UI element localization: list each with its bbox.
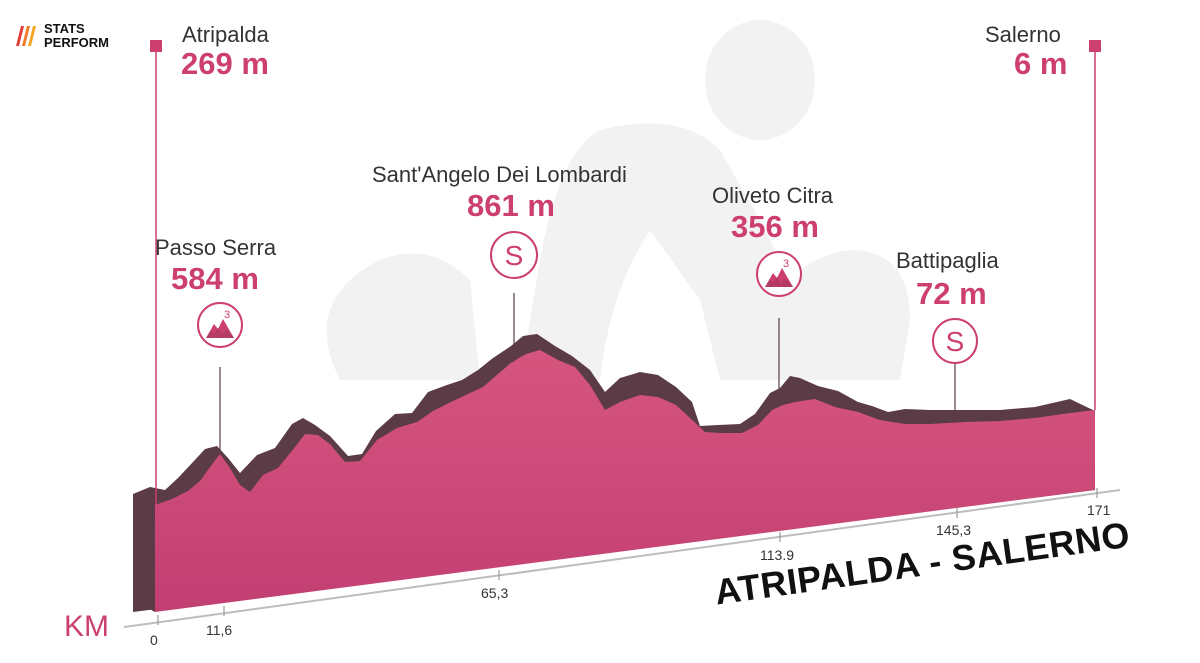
km-tick-label: 11,6 [206, 622, 233, 638]
logo-line-2: PERFORM [44, 35, 109, 50]
axis-unit-label: KM [64, 610, 109, 643]
point-name: Battipaglia [896, 248, 999, 273]
start-altitude: 269 m [181, 46, 269, 81]
gpm-cat-3-icon: 3 [197, 302, 243, 348]
gpm-cat-3-icon: 3 [756, 251, 802, 297]
point-altitude: 861 m [467, 188, 555, 223]
km-ticks [157, 488, 1098, 625]
profile-fill [155, 350, 1095, 612]
point-name: Oliveto Citra [712, 183, 834, 208]
km-tick-label: 65,3 [481, 585, 509, 601]
sprint-icon: S [490, 231, 538, 279]
svg-text:S: S [946, 326, 965, 357]
sprint-icon: S [932, 318, 978, 364]
point-name: Passo Serra [155, 235, 277, 260]
logo-stripes-icon [16, 26, 36, 46]
point-altitude: 584 m [171, 261, 259, 296]
start-flag [150, 40, 162, 505]
km-tick-label: 171 [1087, 502, 1111, 518]
start-name: Atripalda [182, 22, 269, 47]
logo-line-1: STATS [44, 21, 85, 36]
point-altitude: 72 m [916, 276, 987, 311]
km-tick-label: 0 [150, 632, 158, 648]
km-tick-label: 113.9 [760, 547, 794, 563]
svg-text:3: 3 [783, 258, 789, 270]
km-axis-line [123, 489, 1121, 628]
cyclist-watermark [326, 20, 910, 381]
finish-altitude: 6 m [1014, 46, 1068, 81]
km-tick-label: 145,3 [936, 522, 972, 538]
svg-text:S: S [505, 240, 524, 271]
finish-name: Salerno [985, 22, 1061, 47]
finish-flag [1089, 40, 1101, 410]
point-altitude: 356 m [731, 209, 819, 244]
profile-base-side [133, 494, 155, 612]
point-name: Sant'Angelo Dei Lombardi [372, 162, 627, 187]
svg-text:3: 3 [224, 309, 230, 321]
stats-perform-logo: STATS PERFORM [14, 22, 109, 50]
